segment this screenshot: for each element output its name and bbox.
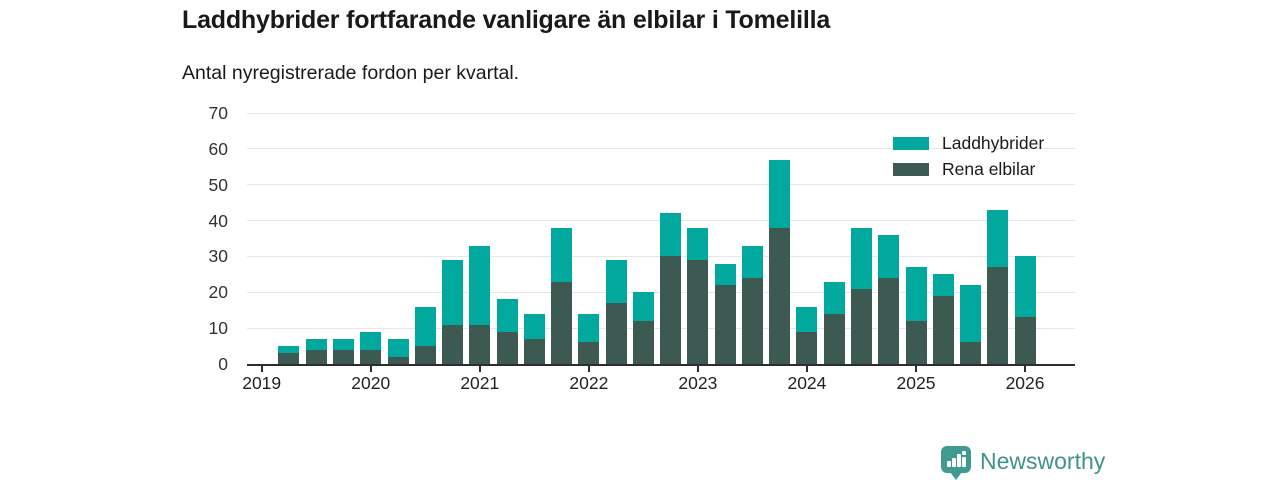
x-tick-label: 2026 xyxy=(1005,373,1045,393)
chart-title: Laddhybrider fortfarande vanligare än el… xyxy=(182,6,831,34)
bar-segment-laddhybrider-2020-q4 xyxy=(442,260,464,325)
y-tick-label: 20 xyxy=(208,282,228,303)
bar-segment-laddhybrider-2020-q3 xyxy=(414,306,436,347)
bar-segment-rena-elbilar-2022-q2 xyxy=(605,303,627,364)
legend-swatch-laddhybrider xyxy=(893,136,929,150)
bar-segment-rena-elbilar-2020-q3 xyxy=(414,346,436,364)
bar-segment-laddhybrider-2021-q4 xyxy=(551,227,573,282)
bar-segment-laddhybrider-2021-q2 xyxy=(496,299,518,332)
x-axis-line xyxy=(247,364,1075,366)
bar-segment-rena-elbilar-2023-q2 xyxy=(714,285,736,364)
legend-label-rena-elbilar: Rena elbilar xyxy=(942,159,1036,179)
bar-segment-rena-elbilar-2021-q1 xyxy=(469,324,491,364)
x-axis-tick xyxy=(915,366,917,372)
x-axis-tick xyxy=(587,366,590,372)
chart-subtitle: Antal nyregistrerade fordon per kvartal. xyxy=(182,62,520,84)
bar-segment-rena-elbilar-2019-q3 xyxy=(305,349,327,364)
bar-segment-laddhybrider-2026-q1 xyxy=(1014,256,1036,318)
bar-segment-laddhybrider-2024-q4 xyxy=(878,234,900,278)
bar-segment-laddhybrider-2023-q2 xyxy=(714,263,736,286)
bar-segment-laddhybrider-2022-q1 xyxy=(578,313,600,343)
x-axis-tick xyxy=(1024,366,1027,372)
bar-segment-rena-elbilar-2024-q4 xyxy=(878,277,900,364)
bar-segment-laddhybrider-2023-q1 xyxy=(687,227,709,260)
bar-segment-laddhybrider-2020-q1 xyxy=(360,331,382,350)
legend-item-laddhybrider: Laddhybrider xyxy=(893,130,1044,156)
bar-segment-laddhybrider-2025-q3 xyxy=(960,285,982,343)
bar-segment-rena-elbilar-2021-q3 xyxy=(523,338,545,364)
newsworthy-logo-text: Newsworthy xyxy=(980,448,1106,474)
x-tick-label: 2022 xyxy=(569,373,609,393)
x-tick-label: 2025 xyxy=(896,373,936,393)
bar-segment-rena-elbilar-2026-q1 xyxy=(1014,317,1036,364)
x-axis-tick xyxy=(369,366,372,372)
bar-segment-rena-elbilar-2019-q4 xyxy=(332,349,354,364)
x-tick-label: 2020 xyxy=(351,373,391,393)
bar-segment-laddhybrider-2025-q2 xyxy=(932,274,954,296)
bar-segment-rena-elbilar-2023-q1 xyxy=(687,260,709,364)
bar-segment-laddhybrider-2022-q4 xyxy=(660,213,682,257)
bar-segment-rena-elbilar-2023-q3 xyxy=(741,277,763,364)
bar-segment-rena-elbilar-2020-q2 xyxy=(387,356,409,364)
y-tick-label: 50 xyxy=(208,174,228,195)
bar-segment-rena-elbilar-2025-q2 xyxy=(932,295,954,364)
y-tick-label: 70 xyxy=(208,103,228,123)
bar-segment-rena-elbilar-2020-q1 xyxy=(360,349,382,364)
bar-segment-laddhybrider-2024-q2 xyxy=(823,281,845,314)
bar-segment-rena-elbilar-2020-q4 xyxy=(442,324,464,364)
bar-segment-laddhybrider-2025-q1 xyxy=(905,267,927,321)
bar-segment-rena-elbilar-2025-q3 xyxy=(960,342,982,364)
bar-segment-rena-elbilar-2024-q1 xyxy=(796,331,818,364)
bar-segment-rena-elbilar-2022-q4 xyxy=(660,256,682,364)
x-axis-tick xyxy=(696,366,699,372)
x-tick-label: 2021 xyxy=(460,373,500,393)
bar-segment-laddhybrider-2023-q4 xyxy=(769,159,791,228)
bar-segment-laddhybrider-2024-q1 xyxy=(796,306,818,332)
gridline xyxy=(247,112,1075,114)
bar-segment-laddhybrider-2021-q3 xyxy=(523,313,545,339)
bar-segment-rena-elbilar-2024-q2 xyxy=(823,313,845,364)
bar-segment-laddhybrider-2019-q3 xyxy=(305,338,327,350)
y-tick-label: 60 xyxy=(208,138,228,159)
bar-segment-laddhybrider-2020-q2 xyxy=(387,338,409,357)
legend-item-rena-elbilar: Rena elbilar xyxy=(893,156,1044,182)
y-tick-label: 10 xyxy=(208,318,228,339)
legend: Laddhybrider Rena elbilar xyxy=(893,130,1044,182)
x-axis-tick xyxy=(260,366,263,372)
x-tick-label: 2024 xyxy=(787,373,827,393)
y-tick-label: 0 xyxy=(218,354,228,374)
x-axis-tick xyxy=(478,366,481,372)
newsworthy-logo: Newsworthy xyxy=(941,446,1106,480)
bar-segment-laddhybrider-2023-q3 xyxy=(741,245,763,278)
bar-segment-rena-elbilar-2024-q3 xyxy=(850,288,872,364)
x-axis-tick xyxy=(805,366,808,372)
bar-segment-laddhybrider-2022-q2 xyxy=(605,260,627,304)
bar-segment-rena-elbilar-2022-q1 xyxy=(578,342,600,364)
bar-segment-rena-elbilar-2022-q3 xyxy=(632,320,654,364)
bar-segment-rena-elbilar-2021-q4 xyxy=(551,281,573,364)
bar-segment-rena-elbilar-2025-q1 xyxy=(905,320,927,364)
legend-swatch-rena-elbilar xyxy=(893,162,929,176)
gridline xyxy=(247,184,1075,186)
x-tick-label: 2019 xyxy=(242,373,282,393)
bar-segment-laddhybrider-2025-q4 xyxy=(987,209,1009,268)
y-tick-label: 30 xyxy=(208,246,228,267)
legend-label-laddhybrider: Laddhybrider xyxy=(942,133,1045,153)
bar-segment-rena-elbilar-2021-q2 xyxy=(496,331,518,364)
bar-segment-laddhybrider-2021-q1 xyxy=(469,245,491,325)
bar-segment-rena-elbilar-2025-q4 xyxy=(987,267,1009,364)
newsworthy-speech-bubble-bar-chart-icon xyxy=(941,446,971,480)
gridline xyxy=(247,148,1075,150)
bar-segment-rena-elbilar-2019-q2 xyxy=(278,353,300,364)
bar-segment-rena-elbilar-2023-q4 xyxy=(769,227,791,364)
bar-segment-laddhybrider-2024-q3 xyxy=(850,227,872,289)
y-tick-label: 40 xyxy=(208,210,228,231)
bar-segment-laddhybrider-2022-q3 xyxy=(632,292,654,321)
x-tick-label: 2023 xyxy=(678,373,718,393)
bar-segment-laddhybrider-2019-q2 xyxy=(278,346,300,354)
bar-segment-laddhybrider-2019-q4 xyxy=(332,338,354,350)
